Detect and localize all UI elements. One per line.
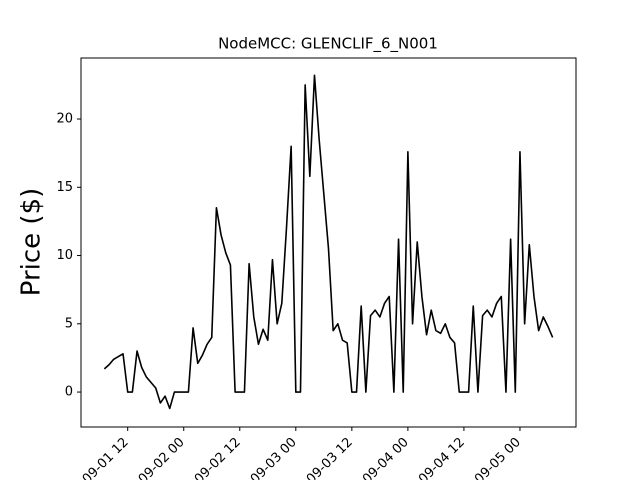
- y-tick-label: 10: [56, 248, 73, 263]
- y-tick-label: 20: [56, 112, 73, 127]
- chart-title: NodeMCC: GLENCLIF_6_N001: [218, 35, 438, 54]
- y-tick-label: 5: [65, 316, 73, 331]
- y-tick-label: 15: [56, 180, 73, 195]
- y-tick-label: 0: [65, 385, 73, 400]
- plot-frame: [80, 57, 577, 428]
- y-axis-label: Price ($): [17, 188, 47, 297]
- price-line: [103, 74, 554, 410]
